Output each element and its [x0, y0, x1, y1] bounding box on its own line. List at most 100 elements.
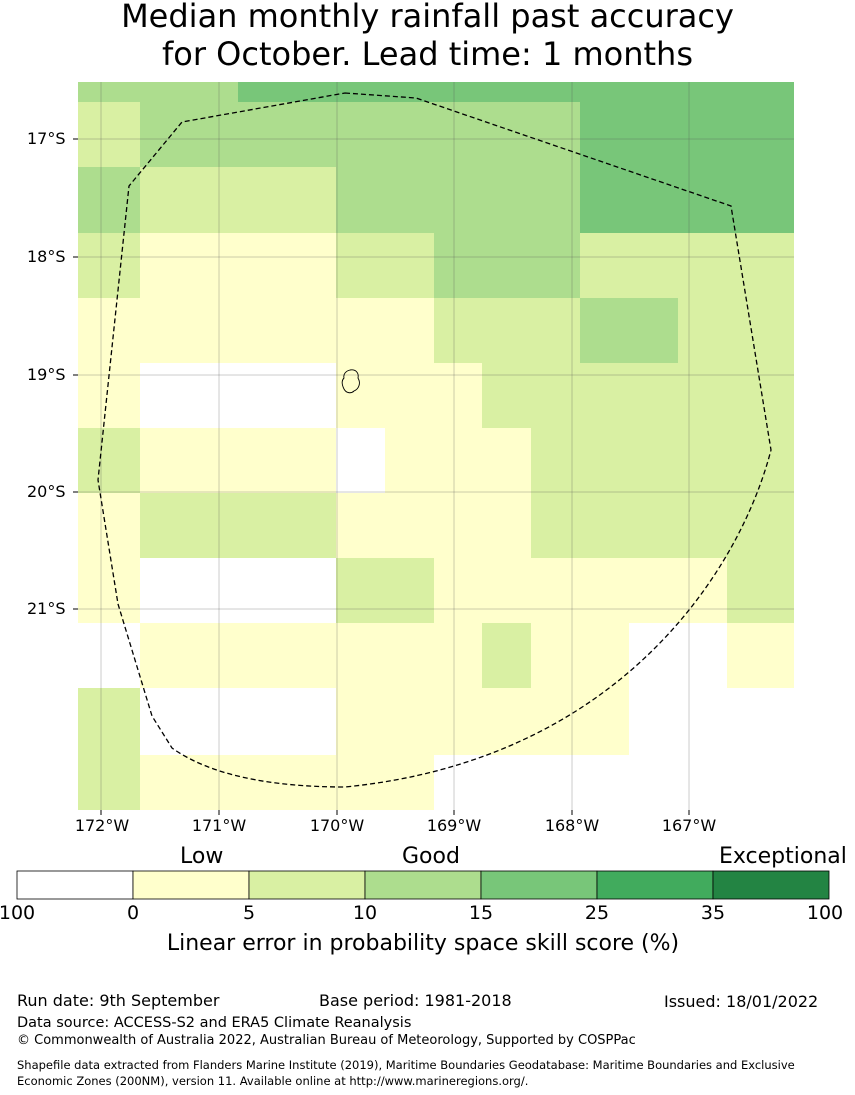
lon-label-171w: 171°W — [191, 816, 247, 835]
skill-cell — [531, 363, 580, 428]
skill-cell — [629, 623, 678, 688]
skill-cell — [531, 688, 580, 755]
skill-cell — [336, 558, 385, 623]
skill-cell — [482, 428, 531, 493]
lat-label-17s: 17°S — [27, 129, 66, 148]
map-title-line-1: Median monthly rainfall past accuracy — [121, 0, 734, 35]
colorbar-tick-label: 0 — [126, 902, 140, 924]
skill-cell — [336, 755, 385, 810]
skill-cell — [140, 298, 238, 363]
skill-cell — [385, 428, 434, 493]
skill-cell — [482, 298, 531, 363]
skill-cell — [727, 755, 794, 810]
skill-cell — [238, 428, 336, 493]
skill-cell — [78, 493, 140, 558]
skill-cell — [140, 233, 238, 298]
skill-cell — [678, 558, 727, 623]
skill-cell — [727, 82, 794, 102]
map-title-line-2: for October. Lead time: 1 months — [162, 35, 693, 73]
skill-cell — [385, 233, 434, 298]
skill-cell — [385, 298, 434, 363]
colorbar — [16, 870, 830, 900]
skill-cell — [336, 298, 385, 363]
colorbar-tick-label: 100 — [0, 902, 36, 924]
skill-cell — [727, 558, 794, 623]
skill-cell — [336, 363, 385, 428]
skill-cell — [336, 493, 385, 558]
lon-label-170w: 170°W — [309, 816, 365, 835]
run-date: Run date: 9th September — [17, 991, 220, 1010]
skill-cell — [531, 233, 580, 298]
skill-cell — [238, 623, 336, 688]
skill-cell — [531, 428, 580, 493]
skill-cell — [385, 623, 434, 688]
colorbar-swatch — [16, 870, 134, 900]
lon-label-172w: 172°W — [74, 816, 130, 835]
lat-label-19s: 19°S — [27, 365, 66, 384]
skill-cell — [434, 428, 482, 493]
skill-cell — [78, 688, 140, 755]
skill-cell — [78, 82, 140, 102]
lon-label-167w: 167°W — [661, 816, 717, 835]
colorbar-swatch — [248, 870, 366, 900]
skill-cell — [238, 688, 336, 755]
skill-cell — [678, 623, 727, 688]
colorbar-tick-label: 10 — [352, 902, 378, 924]
colorbar-tick-label: 15 — [468, 902, 494, 924]
skill-cell — [678, 755, 727, 810]
skill-cell — [385, 167, 434, 233]
skill-cell — [531, 167, 580, 233]
skill-cell — [727, 428, 794, 493]
skill-cell — [336, 688, 385, 755]
skill-cell — [140, 102, 238, 167]
skill-cell — [727, 167, 794, 233]
issued-date: Issued: 18/01/2022 — [664, 992, 819, 1011]
lon-label-168w: 168°W — [544, 816, 600, 835]
lat-label-18s: 18°S — [27, 247, 66, 266]
skill-cell — [385, 558, 434, 623]
skill-cell — [434, 167, 482, 233]
skill-cell — [78, 167, 140, 233]
base-period: Base period: 1981-2018 — [319, 991, 512, 1010]
skill-cell — [678, 363, 727, 428]
skill-cell — [78, 623, 140, 688]
skill-cell — [434, 82, 482, 102]
skill-cell — [78, 428, 140, 493]
skill-cell — [238, 82, 336, 102]
lon-label-169w: 169°W — [426, 816, 482, 835]
skill-cell — [238, 755, 336, 810]
skill-cell — [238, 167, 336, 233]
skill-cell — [238, 493, 336, 558]
colorbar-swatch — [596, 870, 714, 900]
skill-cell — [531, 623, 580, 688]
colorbar-swatch — [480, 870, 598, 900]
skill-cell — [482, 167, 531, 233]
skill-cell — [482, 558, 531, 623]
skill-cell — [238, 558, 336, 623]
skill-cell — [434, 363, 482, 428]
skill-cell — [580, 558, 629, 623]
skill-cell — [385, 688, 434, 755]
lat-label-21s: 21°S — [27, 599, 66, 618]
skill-cell — [434, 623, 482, 688]
graticule-lines — [73, 82, 794, 815]
colorbar-tick-label: 100 — [806, 902, 844, 924]
data-source: Data source: ACCESS-S2 and ERA5 Climate … — [17, 1015, 412, 1031]
skill-cell — [629, 493, 678, 558]
skill-cell — [434, 688, 482, 755]
skill-cell — [580, 233, 629, 298]
eez-boundary — [97, 92, 772, 788]
skill-cell — [629, 363, 678, 428]
skill-cell — [580, 167, 629, 233]
skill-cell — [336, 102, 385, 167]
skill-cell — [140, 558, 238, 623]
skill-cell — [482, 233, 531, 298]
skill-cell — [727, 102, 794, 167]
skill-cell — [238, 363, 336, 428]
category-exceptional: Exceptional — [719, 844, 847, 869]
skill-cell — [385, 755, 434, 810]
skill-cell — [629, 233, 678, 298]
skill-cell — [78, 233, 140, 298]
skill-cell — [629, 558, 678, 623]
skill-cell — [727, 688, 794, 755]
